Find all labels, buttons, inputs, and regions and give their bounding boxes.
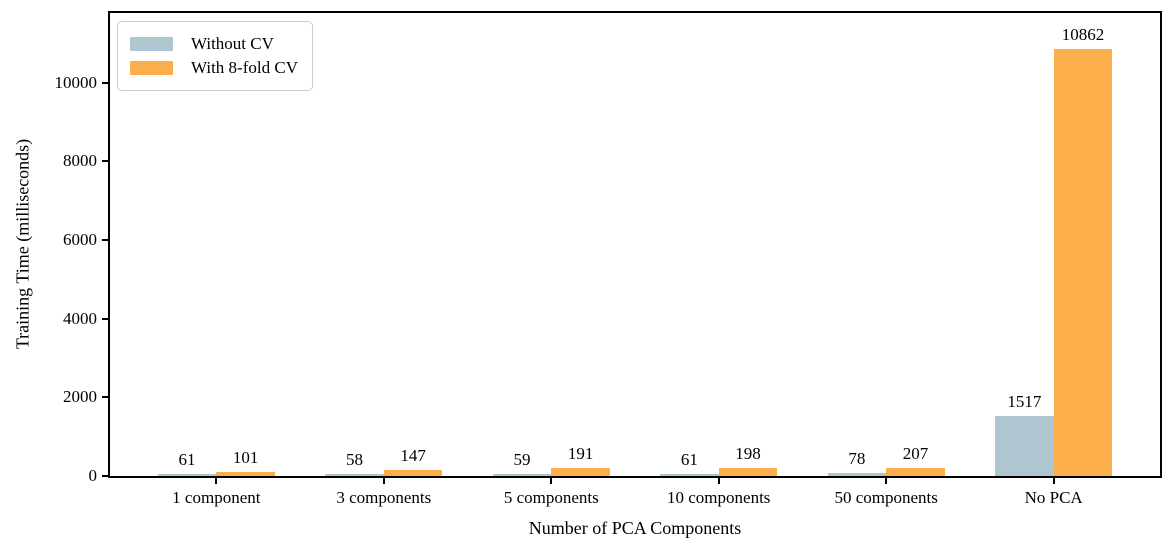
bar-value-label: 101 (232, 448, 259, 468)
y-tick-mark (102, 396, 110, 399)
legend-label-with-cv: With 8-fold CV (191, 58, 298, 77)
bar-without-cv (492, 473, 552, 476)
x-tick-label: 5 components (503, 488, 599, 507)
legend-swatch-with-cv (130, 61, 173, 75)
bar-value-label: 207 (902, 443, 929, 463)
legend-item-without-cv: Without CV (130, 34, 298, 54)
bar-with-cv (1053, 48, 1113, 476)
y-tick-label: 4000 (63, 308, 97, 328)
bar-value-label: 191 (567, 444, 594, 464)
bar-value-label: 78 (848, 448, 866, 468)
y-tick-mark (102, 81, 110, 84)
y-tick-label: 2000 (63, 387, 97, 407)
legend-item-with-cv: With 8-fold CV (130, 58, 298, 78)
x-tick-mark (885, 476, 888, 484)
y-tick-label: 10000 (54, 72, 98, 92)
y-tick-mark (102, 475, 110, 477)
bar-without-cv (325, 473, 384, 476)
legend: Without CV With 8-fold CV (117, 21, 313, 91)
x-tick-mark (550, 476, 553, 484)
x-tick-label: 10 components (667, 488, 771, 507)
y-tick-label: 0 (88, 466, 98, 485)
bar-with-cv (216, 472, 275, 476)
x-tick-label: 1 component (172, 488, 261, 507)
bar-with-cv (551, 468, 610, 476)
bar-without-cv (827, 472, 887, 476)
bar-without-cv (660, 473, 719, 476)
bar-with-cv (383, 470, 443, 476)
x-tick-label: 50 components (834, 488, 938, 507)
x-tick-mark (382, 476, 385, 484)
bar-value-label: 59 (513, 449, 531, 469)
bar-value-label: 61 (178, 449, 196, 469)
y-tick-mark (102, 317, 110, 320)
bar-with-cv (718, 468, 778, 476)
bar-without-cv (157, 473, 217, 476)
bar-value-label: 10862 (1061, 24, 1105, 44)
x-axis-label: Number of PCA Components (528, 518, 742, 538)
y-tick-label: 6000 (63, 229, 97, 249)
bar-without-cv (995, 416, 1054, 476)
bar-value-label: 198 (735, 444, 761, 464)
bar-value-label: 1517 (1007, 392, 1042, 412)
bar-value-label: 58 (345, 449, 363, 469)
legend-swatch-without-cv (130, 37, 173, 51)
bar-with-cv (886, 467, 945, 476)
bar-value-label: 147 (400, 446, 426, 466)
y-tick-label: 8000 (63, 151, 97, 171)
y-tick-mark (102, 160, 110, 163)
y-tick-mark (102, 238, 110, 241)
legend-label-without-cv: Without CV (191, 34, 274, 53)
x-tick-label: 3 components (336, 488, 432, 507)
x-tick-mark (1052, 476, 1055, 484)
bar-value-label: 61 (680, 449, 698, 469)
x-tick-mark (717, 476, 720, 484)
x-tick-mark (215, 476, 218, 484)
x-tick-label: No PCA (1024, 488, 1083, 507)
